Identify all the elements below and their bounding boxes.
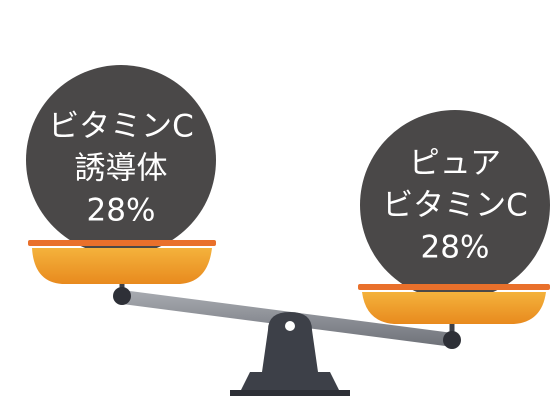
right-pan: ピュア ビタミンC 28% <box>358 110 550 324</box>
right-tray <box>362 292 546 324</box>
right-label: ビタミンC <box>382 188 528 224</box>
left-label: 誘導体 <box>75 151 168 187</box>
left-tray <box>32 248 212 284</box>
left-label: ビタミンC <box>48 109 194 145</box>
left-joint <box>113 287 131 305</box>
right-joint <box>443 331 461 349</box>
left-tray-rim <box>28 240 216 246</box>
right-label: 28% <box>421 230 490 266</box>
base-plate <box>230 390 350 396</box>
pivot <box>285 321 295 331</box>
left-label: 28% <box>87 193 156 229</box>
left-pan: ビタミンC 誘導体 28% <box>26 65 216 284</box>
base <box>240 372 340 392</box>
right-tray-rim <box>358 284 550 290</box>
right-label: ピュア <box>409 146 501 182</box>
balance-illustration: ビタミンC 誘導体 28% ピュア ビタミンC 28% <box>0 0 554 404</box>
